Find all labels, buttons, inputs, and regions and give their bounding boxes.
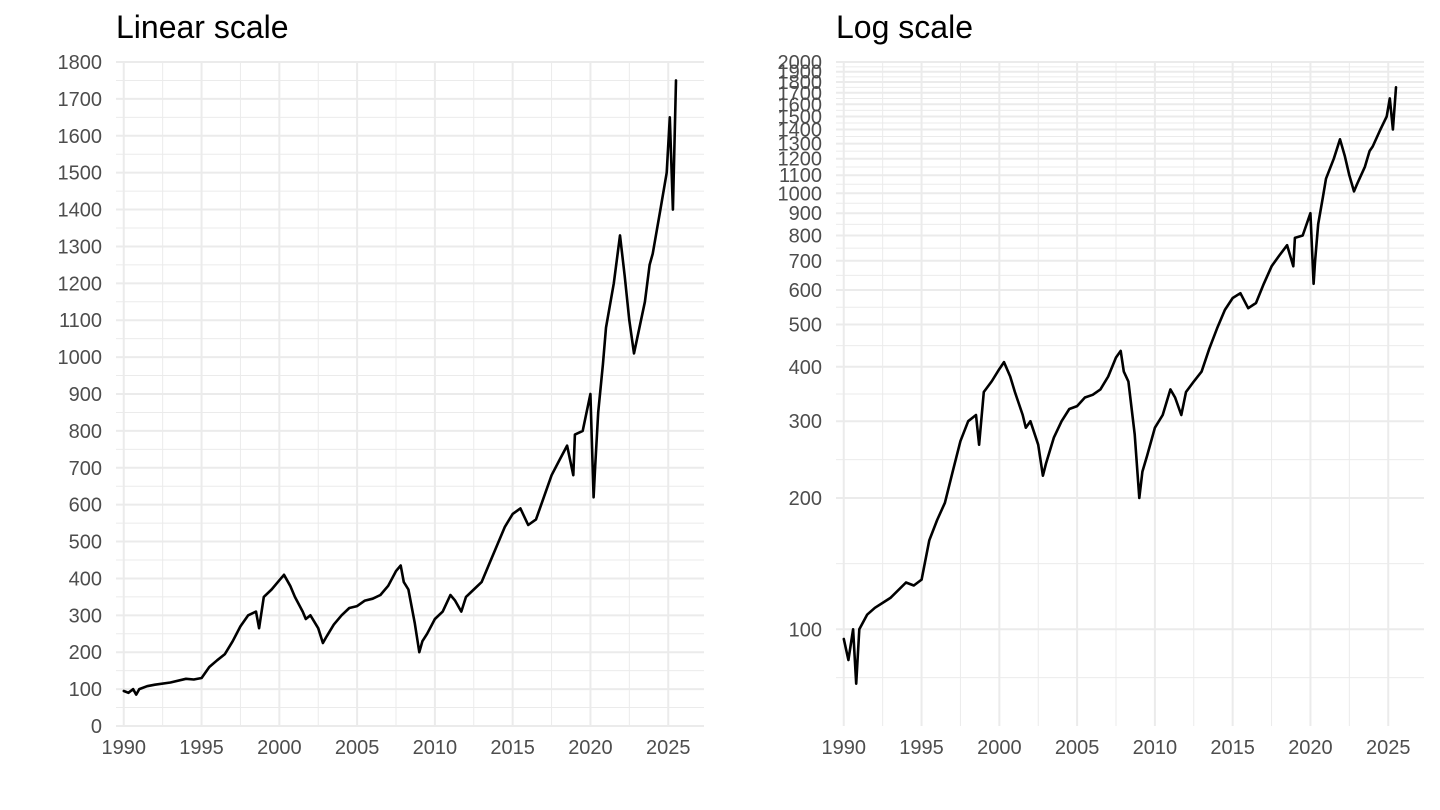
log-y-tick-label: 1100	[779, 165, 822, 187]
linear-x-axis: 1990 1995 2000 2005 2010 2015 2020 2025	[102, 737, 691, 759]
log-y-tick-label: 700	[789, 251, 822, 273]
log-scale-panel: Log scale 100 200 300 400 500 600 700 800900100…	[778, 9, 1424, 759]
linear-series-line	[122, 79, 678, 696]
log-y-axis: 1002003004005006007008009001000110012001…	[778, 52, 823, 641]
linear-y-tick-label: 1700	[58, 89, 103, 111]
linear-y-tick-label: 1100	[59, 310, 102, 332]
linear-x-tick-label: 2010	[413, 737, 458, 759]
log-y-tick-label: 200	[789, 488, 822, 510]
linear-y-tick-label: 1800	[58, 52, 103, 74]
linear-x-tick-label: 2005	[335, 737, 380, 759]
log-y-tick-label: 1600	[778, 94, 823, 116]
log-chart-title: Log scale	[836, 9, 973, 45]
log-grid	[836, 61, 1424, 726]
linear-series-layer	[122, 79, 678, 696]
log-y-tick-label: 1800	[778, 72, 823, 94]
log-y-tick-label: 1900	[778, 62, 823, 84]
log-x-tick-label: 2015	[1210, 737, 1255, 759]
linear-y-tick-label: 900	[69, 384, 102, 406]
log-y-tick-label: 400	[789, 357, 822, 379]
linear-y-tick-label: 0	[91, 716, 102, 738]
linear-x-tick-label: 1995	[179, 737, 224, 759]
linear-y-tick-label: 600	[69, 495, 102, 517]
log-y-tick-label: 1500	[778, 106, 823, 128]
linear-y-tick-label: 200	[69, 642, 102, 664]
log-y-tick-label: 600	[789, 280, 822, 302]
linear-y-tick-label: 1600	[58, 126, 103, 148]
linear-y-tick-label: 700	[69, 458, 102, 480]
log-series-line	[842, 86, 1398, 685]
linear-y-tick-label: 1200	[58, 273, 103, 295]
linear-y-tick-label: 1000	[58, 347, 103, 369]
linear-y-tick-label: 800	[69, 421, 102, 443]
linear-chart-title: Linear scale	[116, 9, 289, 45]
log-y-tick-label: 900	[789, 203, 822, 225]
linear-grid	[116, 61, 704, 727]
log-series-layer	[842, 86, 1398, 685]
linear-y-tick-label: 1500	[58, 163, 103, 185]
log-x-tick-label: 2025	[1366, 737, 1411, 759]
linear-y-tick-label: 500	[69, 532, 102, 554]
log-y-tick-label: 2000	[778, 52, 823, 74]
linear-y-axis: 0 100 200 300 400 500 600 700 800 900 1000 1100 1200…	[58, 52, 103, 738]
log-y-tick-label: 100	[789, 619, 822, 641]
linear-x-tick-label: 2000	[257, 737, 302, 759]
linear-y-tick-label: 100	[69, 679, 102, 701]
linear-scale-panel: Linear scale 0 100 200 300 400 500 600 700 800 90…	[58, 9, 704, 759]
log-y-tick-label: 1000	[778, 183, 823, 205]
linear-x-tick-label: 2020	[568, 737, 613, 759]
log-y-tick-label: 1400	[778, 120, 823, 142]
linear-y-tick-label: 1300	[58, 236, 103, 258]
linear-y-tick-label: 1400	[58, 200, 103, 222]
log-y-tick-label: 500	[789, 315, 822, 337]
linear-x-tick-label: 2025	[646, 737, 691, 759]
linear-x-tick-label: 1990	[102, 737, 147, 759]
log-y-tick-label: 1300	[778, 134, 823, 156]
linear-y-tick-label: 400	[69, 568, 102, 590]
log-y-tick-label: 1200	[778, 149, 823, 171]
log-y-tick-label: 300	[789, 411, 822, 433]
log-y-tick-label: 800	[789, 226, 822, 248]
linear-x-tick-label: 2015	[490, 737, 535, 759]
log-x-tick-label: 2010	[1133, 737, 1178, 759]
log-x-tick-label: 1990	[822, 737, 867, 759]
log-x-axis: 1990 1995 2000 2005 2010 2015 2020 2025	[822, 737, 1411, 759]
log-x-tick-label: 2005	[1055, 737, 1100, 759]
linear-y-tick-label: 300	[69, 605, 102, 627]
log-x-tick-label: 2020	[1288, 737, 1333, 759]
log-x-tick-label: 2000	[977, 737, 1022, 759]
log-y-tick-label: 1700	[778, 83, 823, 105]
log-x-tick-label: 1995	[899, 737, 944, 759]
